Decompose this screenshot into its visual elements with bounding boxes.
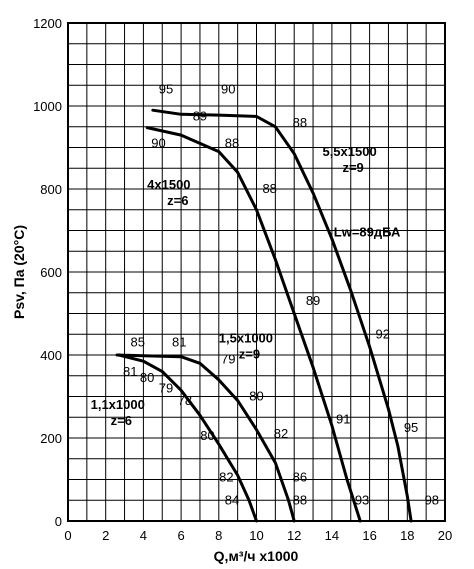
efficiency-label: 81 (172, 335, 186, 350)
efficiency-label: 98 (425, 492, 439, 507)
efficiency-label: 86 (293, 470, 307, 485)
x-tick-label: 4 (140, 528, 147, 543)
y-tick-label: 600 (40, 265, 62, 280)
x-tick-label: 10 (249, 528, 263, 543)
y-tick-label: 1200 (33, 16, 62, 31)
curve-name-label: 1,1x1000 (91, 397, 145, 412)
efficiency-label: 82 (219, 470, 233, 485)
sound-level-note: Lw=89дБА (334, 225, 401, 240)
efficiency-label: 88 (225, 136, 239, 151)
x-tick-label: 6 (177, 528, 184, 543)
x-tick-label: 8 (215, 528, 222, 543)
efficiency-label: 78 (178, 393, 192, 408)
efficiency-label: 82 (274, 426, 288, 441)
y-tick-label: 1000 (33, 99, 62, 114)
performance-curve (145, 126, 362, 523)
y-tick-label: 800 (40, 182, 62, 197)
labels: 5,5x1500z=94x1500z=61,5x1000z=91,1x1000z… (91, 82, 439, 508)
efficiency-label: 84 (225, 492, 239, 507)
efficiency-label: 89 (306, 293, 320, 308)
efficiency-label: 88 (293, 492, 307, 507)
efficiency-label: 85 (131, 335, 145, 350)
efficiency-label: 92 (376, 326, 390, 341)
efficiency-label: 95 (159, 82, 173, 97)
y-tick-label: 200 (40, 431, 62, 446)
efficiency-label: 80 (140, 370, 154, 385)
y-tick-label: 400 (40, 348, 62, 363)
curve-name-label: z=9 (239, 347, 260, 362)
efficiency-label: 88 (262, 181, 276, 196)
curve-name-label: z=9 (342, 160, 363, 175)
efficiency-label: 80 (249, 389, 263, 404)
x-axis-title: Q,м³/ч x1000 (214, 548, 299, 564)
grid (68, 23, 445, 521)
y-tick-label: 0 (55, 514, 62, 529)
x-tick-label: 18 (400, 528, 414, 543)
efficiency-label: 79 (159, 380, 173, 395)
efficiency-label: 93 (355, 492, 369, 507)
efficiency-label: 90 (151, 136, 165, 151)
efficiency-label: 81 (123, 364, 137, 379)
efficiency-label: 80 (200, 428, 214, 443)
x-tick-label: 20 (438, 528, 452, 543)
curve-name-label: 5,5x1500 (322, 144, 376, 159)
x-tick-label: 12 (287, 528, 301, 543)
curves (115, 108, 413, 523)
x-tick-label: 0 (64, 528, 71, 543)
x-tick-label: 16 (362, 528, 376, 543)
performance-curve (151, 108, 413, 523)
efficiency-label: 91 (336, 411, 350, 426)
axes: 0 2 4 6 8 10 12 14 16 18 20020040060080010001200Q,… (11, 16, 452, 564)
y-axis-title: Psv, Па (20°С) (11, 225, 27, 319)
x-tick-label: 2 (102, 528, 109, 543)
efficiency-label: 90 (221, 82, 235, 97)
efficiency-label: 89 (193, 109, 207, 124)
curve-name-label: z=6 (167, 193, 188, 208)
x-tick-label: 14 (325, 528, 339, 543)
performance-curve (115, 353, 296, 523)
curve-name-label: 1,5x1000 (219, 331, 273, 346)
efficiency-label: 88 (293, 115, 307, 130)
efficiency-label: 95 (404, 420, 418, 435)
efficiency-label: 79 (221, 351, 235, 366)
curve-name-label: 4x1500 (147, 177, 190, 192)
curve-name-label: z=6 (111, 413, 132, 428)
performance-curve (117, 353, 258, 523)
